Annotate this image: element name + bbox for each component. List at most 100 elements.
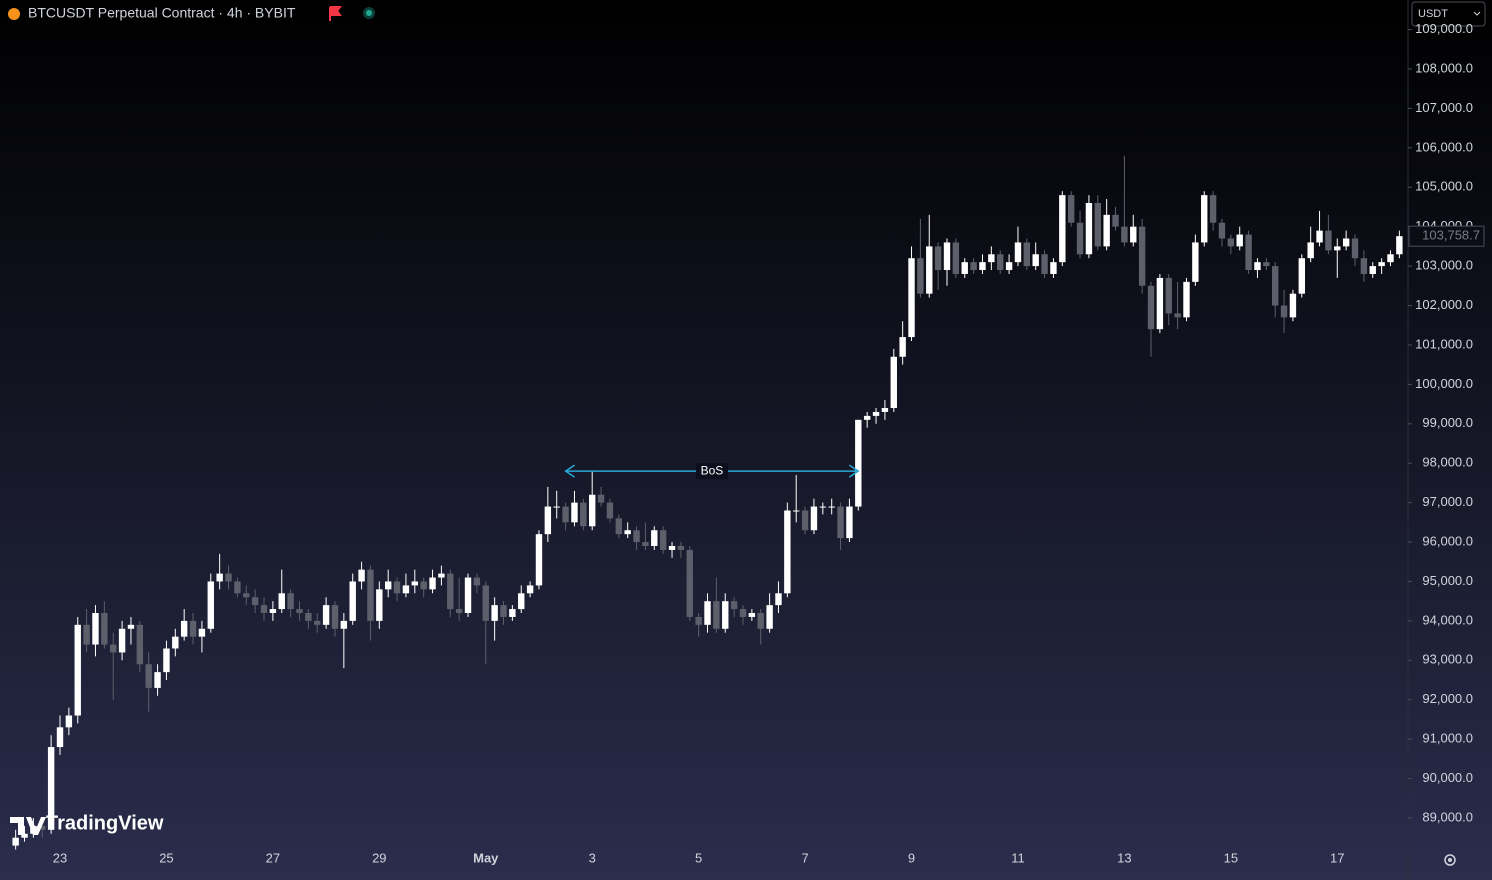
bos-label-bg xyxy=(695,463,728,480)
candle-body xyxy=(1174,313,1181,318)
candle-body xyxy=(686,549,693,617)
candle-body xyxy=(952,242,960,274)
x-tick-label: May xyxy=(473,850,499,865)
candle-body xyxy=(234,581,241,594)
candle-body xyxy=(12,837,19,846)
candle-body xyxy=(482,585,489,621)
candle-body xyxy=(110,644,117,653)
candle-body xyxy=(331,605,339,629)
candle-body xyxy=(393,581,401,594)
y-tick-label: 105,000.0 xyxy=(1415,179,1473,194)
candle-body xyxy=(92,613,99,645)
y-tick-label: 108,000.0 xyxy=(1415,60,1473,75)
y-tick-label: 103,000.0 xyxy=(1415,258,1473,273)
candle-body xyxy=(979,262,986,271)
candle-body xyxy=(1130,226,1137,243)
candle-body xyxy=(101,613,108,645)
candle-body xyxy=(1156,277,1164,330)
candle-body xyxy=(1138,226,1146,286)
candle-body xyxy=(287,593,294,610)
candle-body xyxy=(863,415,871,420)
candle-body xyxy=(376,589,383,621)
candle-body xyxy=(1094,203,1101,247)
y-tick-label: 94,000.0 xyxy=(1422,612,1473,627)
candle-body xyxy=(651,530,658,546)
y-tick-label: 102,000.0 xyxy=(1415,297,1473,312)
candle-body xyxy=(872,411,880,416)
candle-body xyxy=(447,573,454,610)
candle-body xyxy=(269,609,277,614)
settings-icon[interactable] xyxy=(1444,854,1456,866)
candle-body xyxy=(1396,236,1403,255)
candle-body xyxy=(1147,285,1155,330)
candle-body xyxy=(1369,266,1376,274)
candle-body xyxy=(154,672,161,688)
candle-body xyxy=(1316,230,1323,243)
y-tick-label: 90,000.0 xyxy=(1422,770,1473,785)
logo-mark xyxy=(10,817,46,835)
candle-body xyxy=(1387,254,1394,263)
candle-body xyxy=(713,601,720,629)
symbol-icon xyxy=(8,8,20,20)
candle-body xyxy=(118,628,126,653)
candle-body xyxy=(1085,203,1093,255)
x-tick-label: 11 xyxy=(1011,850,1025,865)
flag-icon[interactable] xyxy=(329,6,342,21)
candle-body xyxy=(908,258,915,338)
candle-body xyxy=(1112,214,1119,227)
candle-body xyxy=(1351,238,1359,259)
candle-body xyxy=(846,506,853,539)
candle-body xyxy=(243,593,250,598)
candle-body xyxy=(580,502,587,527)
candle-body xyxy=(1183,281,1190,318)
candle-body xyxy=(668,545,676,550)
settings-icon-dot xyxy=(1448,858,1452,862)
candle-body xyxy=(1014,242,1022,263)
currency-label[interactable]: USDT xyxy=(1418,8,1448,20)
candle-body xyxy=(180,620,188,637)
candle-body xyxy=(322,605,330,625)
candle-body xyxy=(509,609,516,617)
candle-body xyxy=(384,581,392,590)
candle-body xyxy=(340,620,348,629)
candle-body xyxy=(606,502,614,519)
candle-body xyxy=(943,242,951,271)
candle-body xyxy=(39,825,46,830)
x-tick-label: 17 xyxy=(1330,850,1344,865)
candle-body xyxy=(74,624,81,716)
candle-body xyxy=(163,648,170,673)
candle-body xyxy=(402,585,410,594)
candle-body xyxy=(757,613,764,629)
bos-label: BoS xyxy=(701,463,724,477)
y-tick-label: 109,000.0 xyxy=(1415,21,1473,36)
candle-body xyxy=(358,569,365,582)
candle-body xyxy=(1263,262,1270,267)
candle-body xyxy=(349,581,356,621)
candle-body xyxy=(837,506,844,539)
candle-body xyxy=(1121,226,1128,243)
candle-body xyxy=(988,254,995,263)
y-tick-label: 93,000.0 xyxy=(1422,652,1473,667)
candle-body xyxy=(739,609,747,617)
candle-body xyxy=(535,534,543,586)
candle-body xyxy=(136,624,144,665)
candle-body xyxy=(1236,234,1243,247)
candle-body xyxy=(748,613,756,617)
x-tick-label: 13 xyxy=(1117,850,1131,865)
candle-body xyxy=(1271,266,1279,306)
currency-select[interactable] xyxy=(1411,1,1486,27)
candle-body xyxy=(455,609,463,614)
x-tick-label: 7 xyxy=(801,850,808,865)
y-tick-label: 99,000.0 xyxy=(1422,415,1473,430)
candle-body xyxy=(642,542,649,546)
candle-body xyxy=(65,715,73,728)
candle-body xyxy=(677,545,685,550)
candle-body xyxy=(793,510,800,512)
x-tick-label: 3 xyxy=(589,850,596,865)
candle-body xyxy=(934,246,942,271)
y-tick-label: 96,000.0 xyxy=(1422,533,1473,548)
candle-body xyxy=(518,593,525,610)
y-tick-label: 91,000.0 xyxy=(1422,731,1473,746)
watermark: TradingView xyxy=(46,812,164,834)
